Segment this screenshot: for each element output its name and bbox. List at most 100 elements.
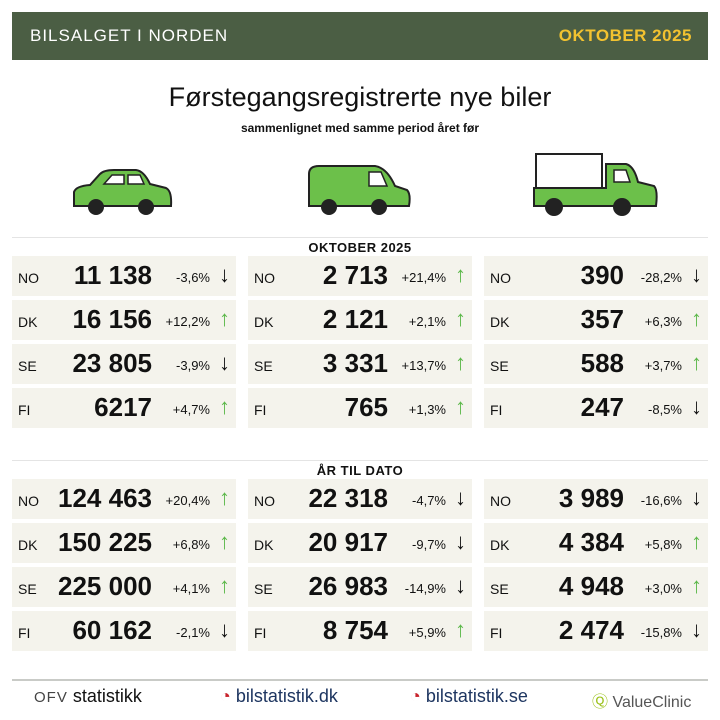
- arrow-down-icon: ↓: [219, 262, 230, 287]
- percent-change: +12,2%: [165, 314, 210, 329]
- country-code: NO: [490, 270, 511, 286]
- arrow-up-icon: ↑: [691, 306, 702, 331]
- header-bar: BILSALGET I NORDEN OKTOBER 2025: [12, 12, 708, 60]
- percent-change: -15,8%: [640, 625, 682, 640]
- percent-change: +5,8%: [644, 537, 682, 552]
- registration-count: 2 121: [322, 304, 388, 334]
- footer-divider: [12, 679, 708, 681]
- percent-change: -28,2%: [640, 270, 682, 285]
- arrow-down-icon: ↓: [219, 350, 230, 375]
- stats-row: NO 124 463 +20,4% ↑: [12, 479, 236, 519]
- arrow-up-icon: ↑: [455, 617, 466, 642]
- registration-count: 2 474: [558, 615, 624, 645]
- country-code: SE: [490, 358, 509, 374]
- stats-row: NO 390 -28,2% ↓: [484, 256, 708, 296]
- registration-count: 2 713: [322, 260, 388, 290]
- country-code: DK: [254, 314, 274, 330]
- percent-change: -2,1%: [176, 625, 210, 640]
- stats-row: FI 765 +1,3% ↑: [248, 388, 472, 428]
- arrow-up-icon: ↑: [219, 529, 230, 554]
- arrow-up-icon: ↑: [219, 573, 230, 598]
- percent-change: -3,9%: [176, 358, 210, 373]
- country-code: FI: [254, 625, 267, 641]
- percent-change: +4,1%: [172, 581, 210, 596]
- section-heading: OKTOBER 2025: [12, 237, 708, 257]
- stats-row: DK 20 917 -9,7% ↓: [248, 523, 472, 563]
- stats-column-van: NO 2 713 +21,4% ↑ DK 2 121 +2,1% ↑ SE 3 33…: [248, 256, 472, 432]
- country-code: FI: [18, 625, 31, 641]
- registration-count: 4 384: [558, 527, 624, 557]
- percent-change: -4,7%: [412, 493, 446, 508]
- percent-change: +2,1%: [408, 314, 446, 329]
- percent-change: +20,4%: [165, 493, 210, 508]
- ofv-statistikk-logo: OFV statistikk: [34, 686, 142, 706]
- country-code: NO: [18, 270, 39, 286]
- arrow-up-icon: ↑: [455, 350, 466, 375]
- stats-column-van: NO 22 318 -4,7% ↓ DK 20 917 -9,7% ↓ SE 26 …: [248, 479, 472, 655]
- arrow-up-icon: ↑: [691, 350, 702, 375]
- stats-row: FI 6217 +4,7% ↑: [12, 388, 236, 428]
- registration-count: 247: [580, 392, 624, 422]
- arrow-down-icon: ↓: [455, 485, 466, 510]
- stats-row: SE 225 000 +4,1% ↑: [12, 567, 236, 607]
- truck-icon: [533, 153, 658, 216]
- arrow-down-icon: ↓: [691, 617, 702, 642]
- section-heading: ÅR TIL DATO: [12, 460, 708, 480]
- arrow-up-icon: ↑: [219, 306, 230, 331]
- country-code: NO: [254, 493, 275, 509]
- country-code: DK: [18, 314, 38, 330]
- country-code: NO: [18, 493, 39, 509]
- percent-change: +6,3%: [644, 314, 682, 329]
- registration-count: 588: [580, 348, 624, 378]
- page-subtitle: sammenlignet med samme period året før: [240, 121, 480, 135]
- registration-count: 390: [580, 260, 624, 290]
- registration-count: 150 225: [58, 527, 152, 557]
- country-code: DK: [490, 314, 510, 330]
- stats-row: NO 2 713 +21,4% ↑: [248, 256, 472, 296]
- stats-row: NO 11 138 -3,6% ↓: [12, 256, 236, 296]
- stats-row: DK 4 384 +5,8% ↑: [484, 523, 708, 563]
- percent-change: +3,7%: [644, 358, 682, 373]
- arrow-down-icon: ↓: [219, 617, 230, 642]
- registration-count: 8 754: [322, 615, 388, 645]
- car-icon: [73, 169, 173, 215]
- arrow-up-icon: ↑: [455, 306, 466, 331]
- stats-row: SE 23 805 -3,9% ↓: [12, 344, 236, 384]
- stats-row: SE 26 983 -14,9% ↓: [248, 567, 472, 607]
- stats-row: DK 16 156 +12,2% ↑: [12, 300, 236, 340]
- registration-count: 765: [344, 392, 388, 422]
- country-code: FI: [490, 625, 503, 641]
- registration-count: 20 917: [308, 527, 388, 557]
- stats-row: SE 4 948 +3,0% ↑: [484, 567, 708, 607]
- country-code: NO: [490, 493, 511, 509]
- registration-count: 124 463: [58, 483, 152, 513]
- arrow-down-icon: ↓: [455, 573, 466, 598]
- stats-row: SE 588 +3,7% ↑: [484, 344, 708, 384]
- country-code: SE: [254, 581, 273, 597]
- header-title: BILSALGET I NORDEN: [30, 26, 229, 45]
- bilstatistik-dk-logo: ◔ bilstatistik.dk: [220, 686, 338, 706]
- stats-row: FI 60 162 -2,1% ↓: [12, 611, 236, 651]
- registration-count: 23 805: [72, 348, 152, 378]
- stats-column-truck: NO 3 989 -16,6% ↓ DK 4 384 +5,8% ↑ SE 4 94…: [484, 479, 708, 655]
- header-period: OKTOBER 2025: [558, 26, 692, 45]
- stats-column-car: NO 11 138 -3,6% ↓ DK 16 156 +12,2% ↑ SE 23…: [12, 256, 236, 432]
- stats-row: FI 2 474 -15,8% ↓: [484, 611, 708, 651]
- stats-row: FI 247 -8,5% ↓: [484, 388, 708, 428]
- country-code: FI: [490, 402, 503, 418]
- arrow-down-icon: ↓: [691, 485, 702, 510]
- arrow-up-icon: ↑: [219, 394, 230, 419]
- stats-row: DK 2 121 +2,1% ↑: [248, 300, 472, 340]
- country-code: FI: [254, 402, 267, 418]
- percent-change: +4,7%: [172, 402, 210, 417]
- country-code: SE: [254, 358, 273, 374]
- registration-count: 11 138: [73, 260, 152, 290]
- percent-change: -3,6%: [176, 270, 210, 285]
- valueclinic-logo: Ⓠ ValueClinic: [592, 694, 692, 711]
- registration-count: 225 000: [58, 571, 152, 601]
- registration-count: 26 983: [308, 571, 388, 601]
- percent-change: +3,0%: [644, 581, 682, 596]
- percent-change: +5,9%: [408, 625, 446, 640]
- percent-change: +6,8%: [172, 537, 210, 552]
- percent-change: -14,9%: [404, 581, 446, 596]
